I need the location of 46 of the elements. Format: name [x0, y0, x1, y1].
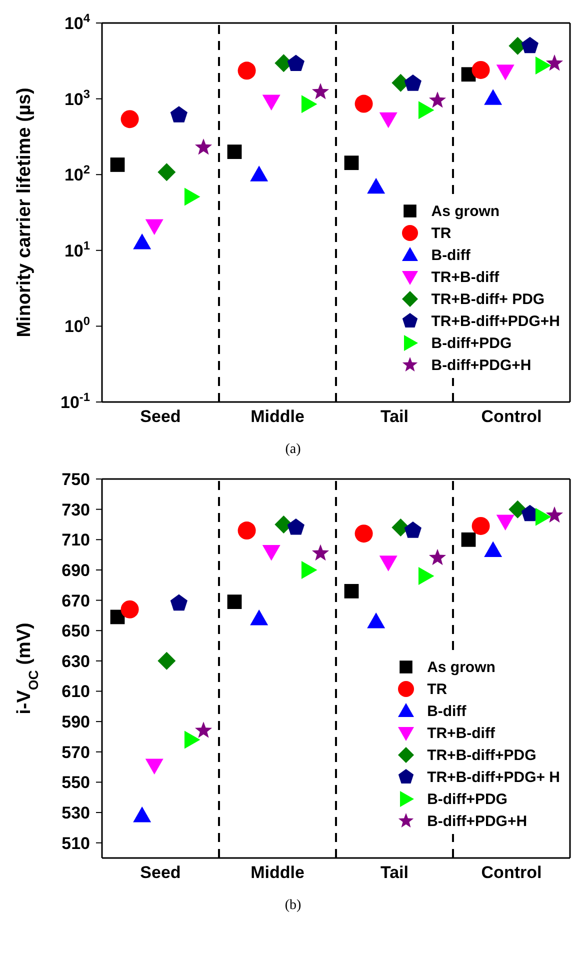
x-tick-label: Middle	[250, 863, 304, 882]
y-tick-label: 10$^{4}$	[64, 11, 90, 33]
x-tick-label: Control	[481, 863, 542, 882]
y-tick-label: 10$^{-1}$	[60, 390, 90, 412]
legend-label: B-diff+PDG	[427, 790, 508, 808]
x-tick-label: Tail	[380, 863, 409, 882]
x-tick-label: Seed	[140, 407, 181, 426]
y-tick-label: 570	[62, 742, 90, 762]
y-tick-label: 10$^{2}$	[64, 162, 90, 185]
legend-label: TR+B-diff	[427, 724, 495, 742]
legend-label: B-diff+PDG+H	[431, 356, 532, 374]
y-tick-label: 510	[62, 834, 90, 853]
y-tick-label: 730	[62, 500, 90, 520]
y-tick-label: 670	[62, 591, 90, 610]
legend-label: TR+B-diff+PDG	[427, 746, 536, 764]
y-tick-label: 530	[62, 804, 90, 823]
y-axis-title: Minority carrier lifetime (µs)	[14, 88, 35, 338]
x-tick-label: Tail	[380, 407, 409, 426]
y-tick-label: 10$^{0}$	[64, 314, 90, 336]
y-tick-label: 750	[62, 470, 90, 489]
legend-label: B-diff	[427, 702, 466, 720]
legend-label: TR+B-diff+PDG+H	[431, 312, 560, 330]
legend-label: B-diff+PDG	[431, 334, 512, 352]
text: (b)	[284, 898, 302, 915]
y-tick-label: 550	[62, 773, 90, 792]
x-tick-label: Control	[481, 407, 542, 426]
legend-label: B-diff	[431, 246, 470, 264]
x-tick-label: Seed	[140, 863, 181, 882]
legend-label: B-diff+PDG+H	[427, 812, 528, 830]
legend-label: TR+B-diff+PDG+ H	[427, 768, 560, 786]
y-tick-label: 630	[62, 652, 90, 671]
legend-label: As grown	[431, 202, 500, 220]
legend-label: TR	[431, 224, 452, 242]
y-tick-label: 690	[62, 560, 90, 580]
y-tick-label: 10$^{3}$	[64, 86, 90, 109]
y-tick-label: 10$^{1}$	[64, 238, 90, 260]
y-tick-label: 590	[62, 712, 90, 732]
legend-label: TR+B-diff+ PDG	[431, 290, 545, 308]
y-tick-label: 650	[62, 622, 90, 641]
legend-label: TR	[427, 680, 448, 698]
x-tick-label: Middle	[250, 407, 304, 426]
legend-label: TR+B-diff	[431, 268, 500, 286]
legend-label: As grown	[427, 658, 496, 676]
text: (a)	[284, 442, 302, 459]
y-tick-label: 710	[62, 530, 90, 550]
y-tick-label: 610	[62, 682, 90, 702]
